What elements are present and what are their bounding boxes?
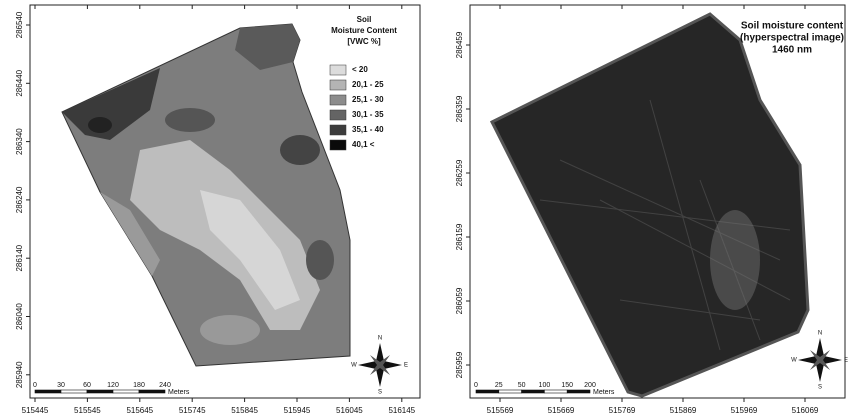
legend-swatch <box>330 140 346 150</box>
x-tick-label: 515545 <box>74 406 101 415</box>
y-tick-label: 286540 <box>15 11 24 38</box>
scale-label: 150 <box>561 382 573 389</box>
compass-n: N <box>818 331 822 337</box>
scale-label: 60 <box>83 382 91 389</box>
compass-s: S <box>818 385 822 391</box>
scale-label: 180 <box>133 382 145 389</box>
scale-label: 120 <box>107 382 119 389</box>
compass-e: E <box>404 363 408 369</box>
legend-label: 20,1 - 25 <box>352 80 384 89</box>
compass-e: E <box>844 358 848 364</box>
scale-label: 30 <box>57 382 65 389</box>
scale-segment <box>499 390 522 393</box>
legend-title: Moisture Content <box>331 26 397 35</box>
legend-label: 35,1 - 40 <box>352 125 384 134</box>
x-tick-label: 515669 <box>548 406 575 415</box>
y-tick-label: 286159 <box>455 223 464 250</box>
scale-segment <box>567 390 590 393</box>
compass-n: N <box>378 336 382 342</box>
legend-title: Soil <box>357 15 372 24</box>
y-tick-label: 286459 <box>455 31 464 58</box>
scale-label: 0 <box>474 382 478 389</box>
y-tick-label: 286259 <box>455 159 464 186</box>
x-tick-label: 515869 <box>670 406 697 415</box>
panel-title: Soil moisture content <box>741 21 844 32</box>
x-tick-label: 515845 <box>231 406 258 415</box>
compass-w: W <box>351 363 357 369</box>
legend-swatch <box>330 95 346 105</box>
y-tick-label: 286240 <box>15 186 24 213</box>
x-tick-label: 516045 <box>336 406 363 415</box>
y-tick-label: 285940 <box>15 361 24 388</box>
legend-label: 30,1 - 35 <box>352 110 384 119</box>
scale-segment <box>476 390 499 393</box>
legend-label: < 20 <box>352 65 368 74</box>
x-tick-label: 515445 <box>22 406 49 415</box>
scale-label: 50 <box>518 382 526 389</box>
scale-segment <box>139 390 165 393</box>
scale-label: 25 <box>495 382 503 389</box>
legend-swatch <box>330 110 346 120</box>
compass-w: W <box>791 358 797 364</box>
y-tick-label: 286440 <box>15 69 24 96</box>
x-tick-label: 515645 <box>126 406 153 415</box>
y-tick-label: 286059 <box>455 287 464 314</box>
x-tick-label: 515745 <box>179 406 206 415</box>
scale-segment <box>113 390 139 393</box>
legend-swatch <box>330 65 346 75</box>
scale-segment <box>61 390 87 393</box>
legend-swatch <box>330 80 346 90</box>
y-tick-label: 286040 <box>15 303 24 330</box>
x-tick-label: 515769 <box>609 406 636 415</box>
figure: 515445 515545 515645 515745 515845 515945 5160… <box>0 0 849 418</box>
x-tick-label: 516145 <box>388 406 415 415</box>
x-tick-label: 515945 <box>284 406 311 415</box>
scale-label: 0 <box>33 382 37 389</box>
scale-segment <box>522 390 545 393</box>
legend-title: [VWC %] <box>347 37 381 46</box>
legend-label: 40,1 < <box>352 140 375 149</box>
x-tick-label: 516069 <box>792 406 819 415</box>
x-tick-label: 515569 <box>487 406 514 415</box>
image-bright-area <box>710 210 760 310</box>
y-tick-label: 285959 <box>455 351 464 378</box>
panel-title: 1460 nm <box>772 45 812 56</box>
scale-label: 240 <box>159 382 171 389</box>
scale-unit: Meters <box>168 389 190 396</box>
y-tick-label: 286359 <box>455 95 464 122</box>
scale-label: 200 <box>584 382 596 389</box>
legend-swatch <box>330 125 346 135</box>
scale-segment <box>87 390 113 393</box>
compass-s: S <box>378 390 382 396</box>
panel-title: (hyperspectral image) <box>740 33 844 44</box>
y-tick-label: 286340 <box>15 128 24 155</box>
x-tick-label: 515969 <box>731 406 758 415</box>
scale-unit: Meters <box>593 389 615 396</box>
scale-segment <box>35 390 61 393</box>
legend-label: 25,1 - 30 <box>352 95 384 104</box>
scale-label: 100 <box>539 382 551 389</box>
scale-segment <box>544 390 567 393</box>
y-tick-label: 286140 <box>15 244 24 271</box>
